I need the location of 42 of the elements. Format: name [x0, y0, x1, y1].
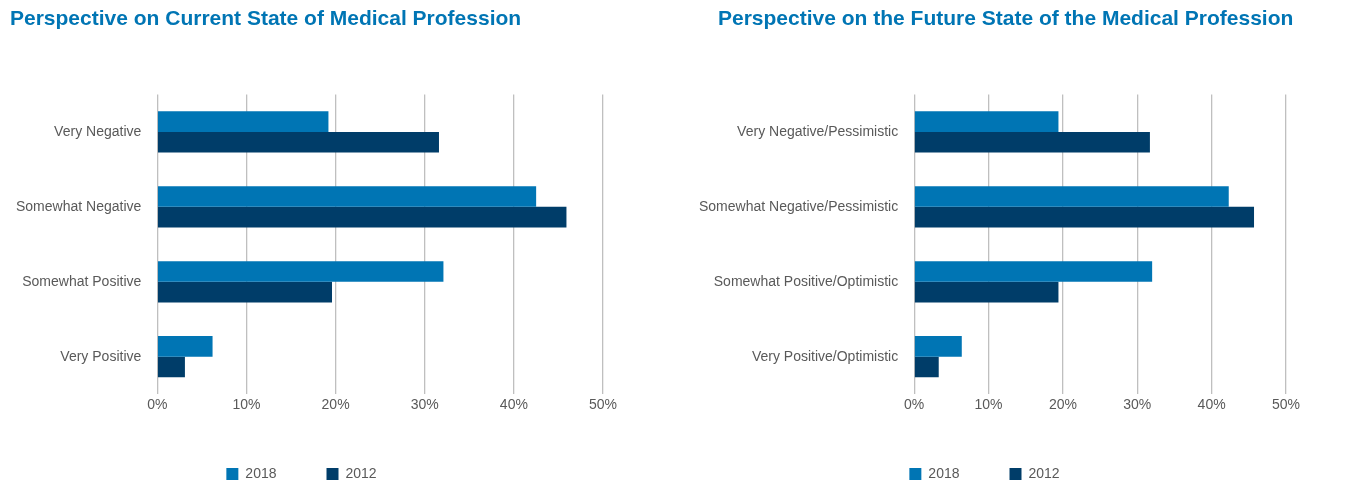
bar	[157, 186, 537, 207]
x-tick-label: 30%	[1123, 396, 1152, 413]
chart-title: Perspective on Current State of Medical Profession	[10, 6, 522, 30]
bar	[157, 111, 329, 132]
x-tick-label: 10%	[974, 396, 1003, 413]
x-tick-label: 20%	[1048, 396, 1077, 413]
legend-label: 2012	[345, 464, 377, 481]
bar	[157, 281, 333, 303]
y-tick-label: Somewhat Positive	[22, 272, 142, 289]
bar	[914, 336, 962, 357]
x-tick-label: 50%	[588, 396, 618, 413]
bar	[914, 281, 1059, 303]
legend-label: 2018	[928, 464, 960, 481]
y-tick-label: Somewhat Negative	[15, 197, 142, 214]
chart-title: Perspective on the Future State of the Medical Profession	[718, 6, 1294, 30]
x-tick-label: 20%	[321, 396, 350, 413]
legend-label: 2012	[1028, 464, 1060, 481]
x-tick-label: 30%	[410, 396, 439, 413]
bar	[914, 261, 1153, 282]
bar	[914, 111, 1059, 132]
y-tick-label: Somewhat Negative/Pessimistic	[699, 197, 899, 214]
x-tick-label: 0%	[904, 396, 925, 413]
bar	[914, 131, 1150, 153]
x-tick-label: 40%	[499, 396, 528, 413]
bar	[157, 206, 567, 228]
bar	[914, 186, 1229, 207]
x-tick-label: 50%	[1271, 396, 1301, 413]
y-tick-label: Somewhat Positive/Optimistic	[713, 272, 899, 289]
y-tick-label: Very Positive/Optimistic	[751, 347, 899, 364]
y-tick-label: Very Positive	[60, 347, 142, 364]
legend-label: 2018	[245, 464, 277, 481]
bar	[914, 356, 939, 378]
y-tick-label: Very Negative	[54, 122, 142, 139]
bar	[157, 131, 439, 153]
x-tick-label: 0%	[147, 396, 168, 413]
bar	[157, 336, 213, 357]
x-tick-label: 10%	[232, 396, 261, 413]
bar	[157, 261, 444, 282]
bar	[914, 206, 1255, 228]
bar	[157, 356, 185, 378]
x-tick-label: 40%	[1197, 396, 1226, 413]
y-tick-label: Very Negative/Pessimistic	[737, 122, 899, 139]
